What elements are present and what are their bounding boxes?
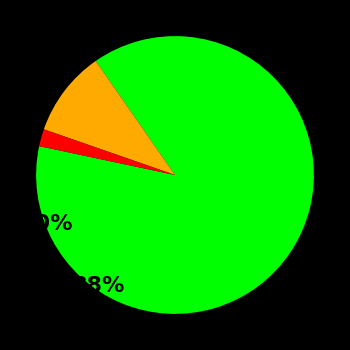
Wedge shape [39,129,175,175]
Text: 10%: 10% [20,214,73,233]
Wedge shape [44,61,175,175]
Wedge shape [36,36,314,314]
Text: 88%: 88% [72,276,125,296]
